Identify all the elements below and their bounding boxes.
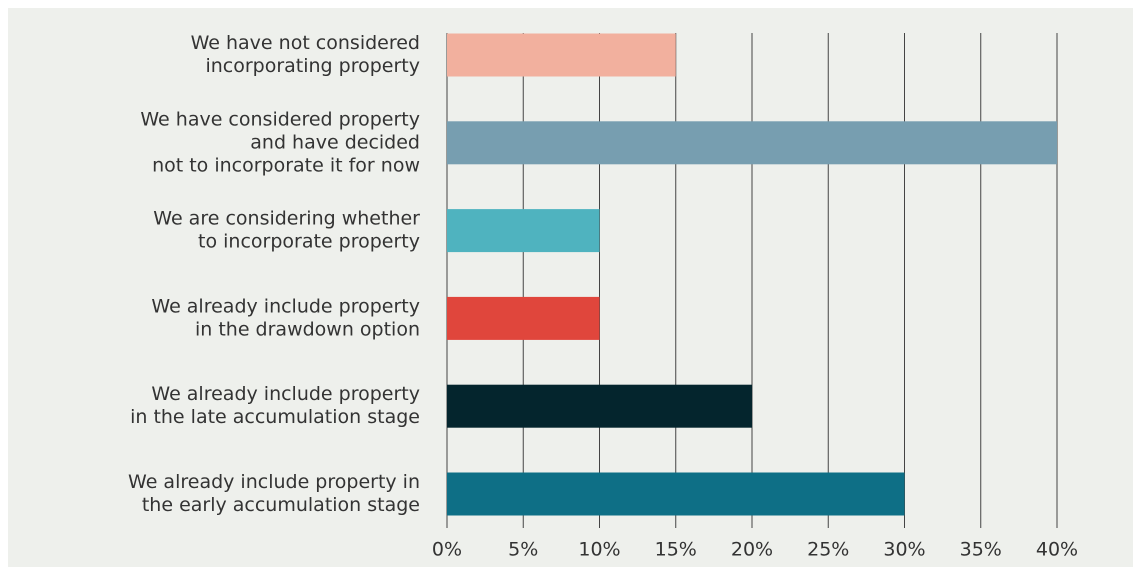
bar — [447, 33, 676, 77]
bar — [447, 472, 905, 516]
y-tick-label: incorporating property — [205, 55, 420, 77]
x-tick-label: 0% — [432, 539, 462, 561]
x-tick-label: 10% — [578, 539, 620, 561]
bar — [447, 209, 600, 253]
y-tick-label: and have decided — [250, 131, 420, 153]
bar — [447, 121, 1057, 165]
x-tick-label: 30% — [883, 539, 925, 561]
bar — [447, 384, 752, 428]
y-tick-label: We already include property in — [128, 471, 420, 493]
x-tick-label: 35% — [960, 539, 1002, 561]
x-tick-label: 5% — [508, 539, 538, 561]
y-tick-label: We have not considered — [191, 32, 420, 54]
bar — [447, 296, 600, 340]
y-tick-label: the early accumulation stage — [142, 494, 420, 516]
x-tick-label: 40% — [1036, 539, 1078, 561]
y-tick-label: in the late accumulation stage — [130, 406, 420, 428]
y-tick-label: to incorporate property — [198, 231, 420, 253]
y-tick-label: not to incorporate it for now — [152, 154, 420, 176]
y-tick-label: We are considering whether — [153, 208, 420, 230]
x-tick-label: 25% — [807, 539, 849, 561]
y-tick-label: in the drawdown option — [195, 318, 420, 340]
y-tick-label: We already include property — [151, 295, 420, 317]
y-tick-label: We have considered property — [140, 108, 420, 130]
x-tick-label: 15% — [655, 539, 697, 561]
x-tick-label: 20% — [731, 539, 773, 561]
y-tick-label: We already include property — [151, 383, 420, 405]
